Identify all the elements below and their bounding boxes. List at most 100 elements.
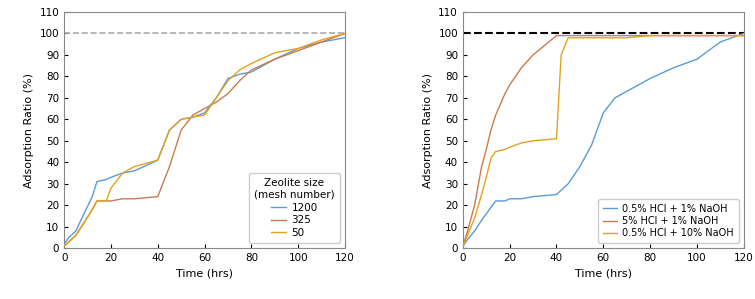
325 [211, 100, 220, 104]
0.5% HCl + 1% NaOH [622, 90, 631, 93]
325 [270, 57, 279, 61]
50 [165, 128, 174, 132]
Line: 1200: 1200 [64, 38, 345, 244]
325 [92, 199, 101, 203]
0.5% HCl + 10% NaOH [501, 148, 510, 151]
325 [71, 234, 80, 237]
0.5% HCl + 10% NaOH [739, 34, 748, 37]
Legend: 1200, 325, 50: 1200, 325, 50 [248, 173, 340, 243]
Legend: 0.5% HCl + 1% NaOH, 5% HCl + 1% NaOH, 0.5% HCl + 10% NaOH: 0.5% HCl + 1% NaOH, 5% HCl + 1% NaOH, 0.… [598, 199, 739, 243]
0.5% HCl + 1% NaOH [587, 143, 596, 147]
50 [92, 199, 101, 203]
50 [64, 240, 73, 243]
1200 [106, 176, 116, 179]
0.5% HCl + 1% NaOH [564, 182, 573, 186]
0.5% HCl + 10% NaOH [517, 141, 526, 145]
5% HCl + 1% NaOH [552, 34, 561, 37]
1200 [71, 229, 80, 233]
50 [211, 96, 220, 100]
5% HCl + 1% NaOH [501, 92, 510, 95]
325 [79, 223, 88, 226]
0.5% HCl + 1% NaOH [646, 77, 655, 80]
50 [88, 208, 97, 211]
5% HCl + 1% NaOH [528, 53, 538, 57]
50 [118, 171, 127, 175]
50 [200, 113, 209, 117]
50 [270, 51, 279, 54]
0.5% HCl + 1% NaOH [669, 66, 678, 70]
325 [88, 208, 97, 211]
50 [71, 234, 80, 237]
0.5% HCl + 1% NaOH [517, 197, 526, 201]
5% HCl + 1% NaOH [486, 128, 495, 132]
1200 [177, 118, 186, 121]
0.5% HCl + 10% NaOH [491, 150, 500, 153]
0.5% HCl + 10% NaOH [552, 137, 561, 141]
0.5% HCl + 10% NaOH [646, 34, 655, 37]
5% HCl + 1% NaOH [482, 148, 491, 151]
0.5% HCl + 1% NaOH [486, 206, 495, 209]
50 [177, 118, 186, 121]
1200 [88, 195, 97, 199]
5% HCl + 1% NaOH [739, 34, 748, 37]
0.5% HCl + 10% NaOH [463, 234, 472, 237]
325 [60, 244, 69, 248]
50 [60, 244, 69, 248]
0.5% HCl + 10% NaOH [528, 139, 538, 143]
50 [79, 223, 88, 226]
X-axis label: Time (hrs): Time (hrs) [176, 269, 233, 279]
50 [223, 79, 233, 83]
0.5% HCl + 1% NaOH [458, 244, 467, 248]
0.5% HCl + 10% NaOH [564, 36, 573, 39]
1200 [130, 169, 139, 173]
0.5% HCl + 1% NaOH [599, 111, 608, 115]
0.5% HCl + 1% NaOH [611, 96, 620, 100]
0.5% HCl + 1% NaOH [575, 165, 584, 168]
325 [153, 195, 162, 199]
0.5% HCl + 1% NaOH [477, 219, 486, 222]
5% HCl + 1% NaOH [575, 34, 584, 37]
0.5% HCl + 10% NaOH [482, 176, 491, 179]
0.5% HCl + 10% NaOH [477, 193, 486, 196]
0.5% HCl + 10% NaOH [458, 244, 467, 248]
0.5% HCl + 1% NaOH [528, 195, 538, 199]
325 [200, 107, 209, 110]
5% HCl + 1% NaOH [692, 34, 701, 37]
325 [106, 199, 116, 203]
1200 [188, 115, 197, 119]
Line: 0.5% HCl + 10% NaOH: 0.5% HCl + 10% NaOH [463, 36, 744, 246]
0.5% HCl + 10% NaOH [575, 36, 584, 39]
5% HCl + 1% NaOH [470, 203, 479, 207]
50 [102, 199, 111, 203]
1200 [92, 180, 101, 183]
1200 [60, 242, 69, 246]
325 [177, 128, 186, 132]
325 [118, 197, 127, 201]
1200 [341, 36, 350, 39]
X-axis label: Time (hrs): Time (hrs) [575, 269, 632, 279]
1200 [270, 57, 279, 61]
1200 [200, 111, 209, 115]
0.5% HCl + 10% NaOH [470, 216, 479, 220]
0.5% HCl + 1% NaOH [739, 32, 748, 35]
50 [341, 32, 350, 35]
325 [130, 197, 139, 201]
325 [188, 113, 197, 117]
Y-axis label: Adsorption Ratio (%): Adsorption Ratio (%) [423, 73, 433, 187]
1200 [235, 72, 244, 76]
1200 [102, 178, 111, 181]
50 [106, 186, 116, 190]
0.5% HCl + 10% NaOH [622, 36, 631, 39]
1200 [153, 158, 162, 162]
1200 [64, 236, 73, 239]
0.5% HCl + 10% NaOH [599, 36, 608, 39]
5% HCl + 1% NaOH [491, 113, 500, 117]
0.5% HCl + 1% NaOH [634, 83, 643, 87]
1200 [165, 128, 174, 132]
5% HCl + 1% NaOH [505, 83, 514, 87]
0.5% HCl + 10% NaOH [692, 34, 701, 37]
325 [341, 32, 350, 35]
1200 [223, 77, 233, 80]
0.5% HCl + 1% NaOH [552, 193, 561, 196]
Line: 325: 325 [64, 33, 345, 246]
